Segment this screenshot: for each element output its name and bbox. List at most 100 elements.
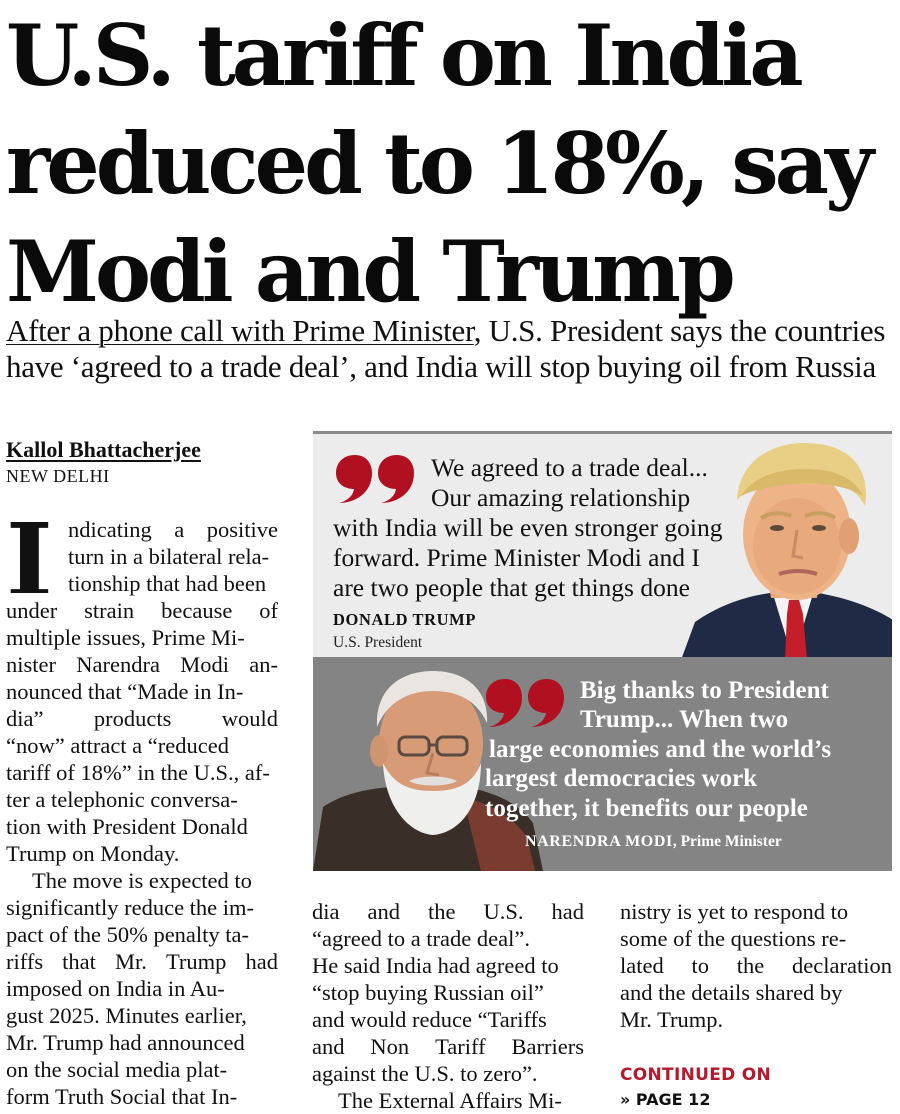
body-word: tion with President Donald [6, 814, 248, 839]
body-word: on the social media plat- [6, 1057, 228, 1082]
body-text-line: lated to the declaration [620, 952, 892, 979]
body-word: turn in a bilateral rela- [68, 544, 270, 569]
headline-line: U.S. tariff on India [6, 6, 804, 105]
body-text-line: pact of the 50% penalty ta- [6, 921, 278, 948]
subhead-line-1: After a phone call with Prime Minister, … [6, 313, 896, 349]
body-text-line: turn in a bilateral rela- [6, 543, 278, 570]
body-word: Tariff [435, 1034, 486, 1059]
body-text-line: “agreed to a trade deal”. [312, 925, 584, 952]
body-text-line: on the social media plat- [6, 1056, 278, 1083]
body-text-line: tionship that had been [6, 570, 278, 597]
body-word: that [62, 949, 96, 974]
byline-author[interactable]: Kallol Bhattacherjee [6, 437, 201, 462]
body-text-line: The External Affairs Mi- [312, 1087, 584, 1114]
trump-photo [682, 442, 892, 657]
body-word: imposed on India in Au- [6, 976, 225, 1001]
body-word: the [427, 899, 456, 924]
body-text-line: Trump on Monday. [6, 840, 278, 867]
body-word: to [691, 953, 710, 978]
modi-photo [313, 671, 543, 871]
body-text-line: The move is expected to [6, 867, 278, 894]
body-word: “stop buying Russian oil” [312, 980, 544, 1005]
body-text-line: riffs that Mr. Trump had [6, 948, 278, 975]
modi-quote-line: large economies and the world’s [489, 736, 832, 763]
body-word: Trump [165, 949, 227, 974]
body-text-line: “stop buying Russian oil” [312, 979, 584, 1006]
article-column-3: nistry is yet to respond to some of the q… [620, 898, 892, 1033]
trump-quote-panel: We agreed to a trade deal... Our amazing… [313, 431, 892, 657]
continued-on-label: CONTINUED ON [620, 1065, 772, 1085]
body-text-line: “now” attract a “reduced [6, 732, 278, 759]
subhead-underlined-text: After a phone call with Prime Minister [6, 313, 474, 348]
drop-cap: I [6, 521, 53, 593]
body-word: and [367, 899, 400, 924]
trump-quote-line: Our amazing relationship [431, 483, 691, 512]
headline-line: reduced to 18%, say [6, 114, 874, 213]
headline: U.S. tariff on India reduced to 18%, say… [6, 2, 896, 326]
body-word: had [551, 899, 584, 924]
trump-speaker-name: DONALD TRUMP [333, 610, 477, 629]
trump-quote-line: with India will be even stronger going [333, 513, 723, 542]
body-word: and [312, 1034, 345, 1059]
body-text-line: gust 2025. Minutes earlier, [6, 1002, 278, 1029]
body-word: tariff of 18%” in the U.S., af- [6, 760, 270, 785]
subheadline: After a phone call with Prime Minister, … [6, 313, 896, 385]
body-text-line: nounced that “Made in In- [6, 678, 278, 705]
subhead-text: , U.S. President says the countries [473, 313, 886, 348]
continued-page-link[interactable]: » PAGE 12 [620, 1090, 711, 1109]
body-word: tionship that had been [68, 571, 267, 596]
body-word: nister [6, 652, 56, 677]
body-word: pact of the 50% penalty ta- [6, 922, 250, 947]
body-word: strain [84, 598, 135, 623]
modi-quote-line: Trump... When two [580, 706, 789, 733]
modi-quote-line: together, it benefits our people [485, 795, 808, 822]
article-column-1: ndicating a positive turn in a bilateral re… [6, 516, 278, 1110]
body-word: ter a telephonic conversa- [6, 787, 238, 812]
body-text-line: under strain because of [6, 597, 278, 624]
body-text-line: tariff of 18%” in the U.S., af- [6, 759, 278, 786]
body-text-line: ter a telephonic conversa- [6, 786, 278, 813]
body-text-line: Mr. Trump. [620, 1006, 892, 1033]
modi-speaker: NARENDRA MODI, Prime Minister [525, 833, 782, 851]
body-word: Modi [180, 652, 229, 677]
body-word: dia [312, 899, 340, 924]
body-word: significantly reduce the im- [6, 895, 255, 920]
body-text-line: tion with President Donald [6, 813, 278, 840]
body-text-line: He said India had agreed to [312, 952, 584, 979]
body-word: against the U.S. to zero”. [312, 1061, 538, 1086]
body-word: ndicating [68, 517, 152, 542]
body-text-line: and would reduce “Tariffs [312, 1006, 584, 1033]
body-word: the [736, 953, 765, 978]
body-text-line: imposed on India in Au- [6, 975, 278, 1002]
body-word: products [93, 706, 172, 731]
body-text-line: nister Narendra Modi an- [6, 651, 278, 678]
body-word: had [245, 949, 279, 974]
dateline: NEW DELHI [6, 466, 110, 486]
body-word: and would reduce “Tariffs [312, 1007, 547, 1032]
body-word: some of the questions re- [620, 926, 847, 951]
body-word: declaration [792, 953, 892, 978]
trump-quote-line: We agreed to a trade deal... [431, 453, 708, 482]
trump-speaker-title: U.S. President [333, 634, 423, 651]
body-text-line: multiple issues, Prime Mi- [6, 624, 278, 651]
quote-mark-icon [336, 455, 414, 503]
body-word: Mr. Trump had announced [6, 1030, 245, 1055]
headline-line: Modi and Trump [6, 222, 736, 321]
body-word: positive [206, 517, 278, 542]
body-word: under [6, 598, 58, 623]
body-text-line: dia” products would [6, 705, 278, 732]
body-word: The External Affairs Mi- [338, 1088, 562, 1113]
body-word: Mr. [115, 949, 147, 974]
body-word: a [174, 517, 185, 542]
modi-speaker-name: NARENDRA MODI [525, 833, 673, 850]
body-word: riffs [6, 949, 44, 974]
body-text-line: ndicating a positive [6, 516, 278, 543]
body-word: Mr. Trump. [620, 1007, 724, 1032]
body-text-line: significantly reduce the im- [6, 894, 278, 921]
body-word: an- [249, 652, 278, 677]
article-column-2: dia and the U.S. had “agreed to a trade deal”… [312, 898, 584, 1114]
subhead-line-2: have ‘agreed to a trade deal’, and India… [6, 349, 876, 384]
body-text-line: form Truth Social that In- [6, 1083, 278, 1110]
body-text-line: nistry is yet to respond to [620, 898, 892, 925]
modi-quote-line: Big thanks to President [580, 677, 829, 704]
